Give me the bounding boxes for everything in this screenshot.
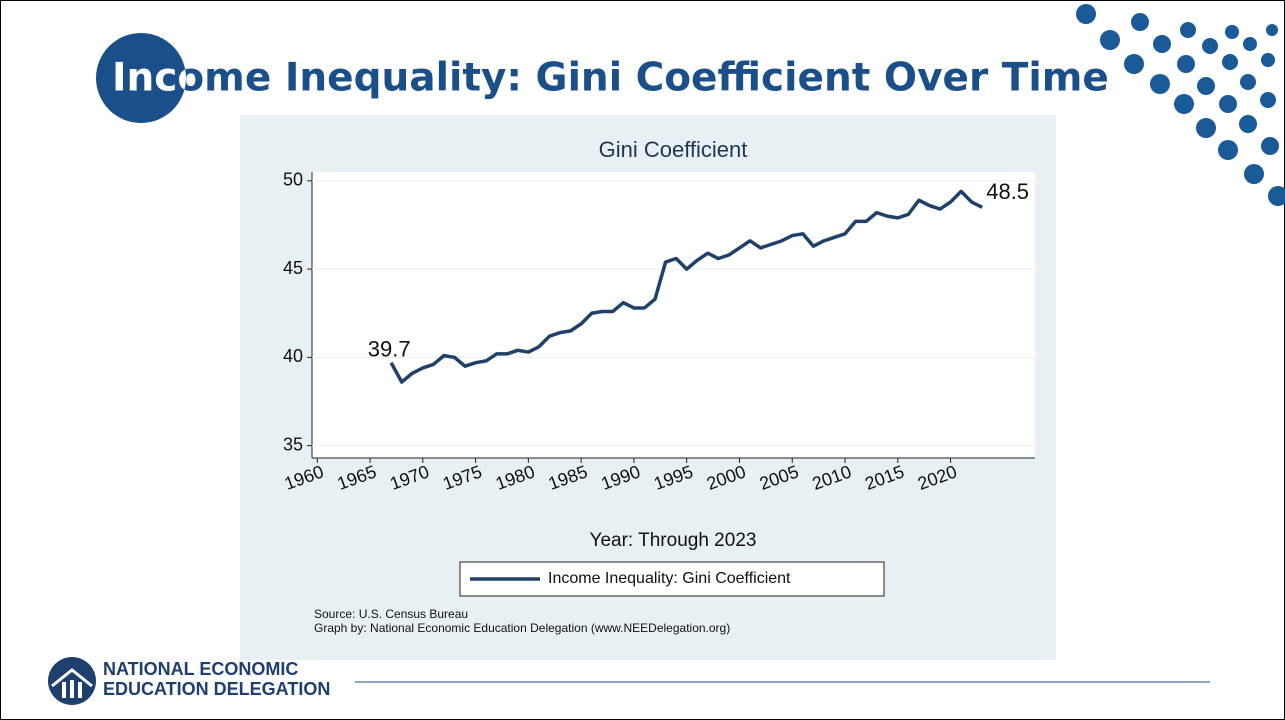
page: {"slide": {"title": "Income Inequality: … — [0, 0, 1285, 720]
logo-icon — [48, 657, 96, 705]
y-tick-label: 50 — [283, 170, 303, 190]
logo-line: NATIONAL ECONOMIC — [103, 659, 298, 679]
y-tick-label: 40 — [283, 346, 303, 366]
data-label: 39.7 — [368, 336, 411, 361]
chart-title: Gini Coefficient — [599, 137, 748, 162]
slide-title: Income Inequality: Gini Coefficient Over… — [112, 56, 1109, 101]
y-tick-label: 45 — [283, 258, 303, 278]
slide: Income Inequality: Gini Coefficient Over… — [0, 0, 1285, 720]
plot-area — [312, 172, 1035, 458]
source-note: Source: U.S. Census Bureau — [314, 607, 468, 621]
logo-line: EDUCATION DELEGATION — [103, 679, 330, 699]
legend-label: Income Inequality: Gini Coefficient — [548, 570, 791, 587]
x-axis-label: Year: Through 2023 — [590, 530, 757, 551]
y-tick-label: 35 — [283, 434, 303, 454]
data-label: 48.5 — [986, 179, 1029, 204]
credit-note: Graph by: National Economic Education De… — [314, 621, 730, 635]
